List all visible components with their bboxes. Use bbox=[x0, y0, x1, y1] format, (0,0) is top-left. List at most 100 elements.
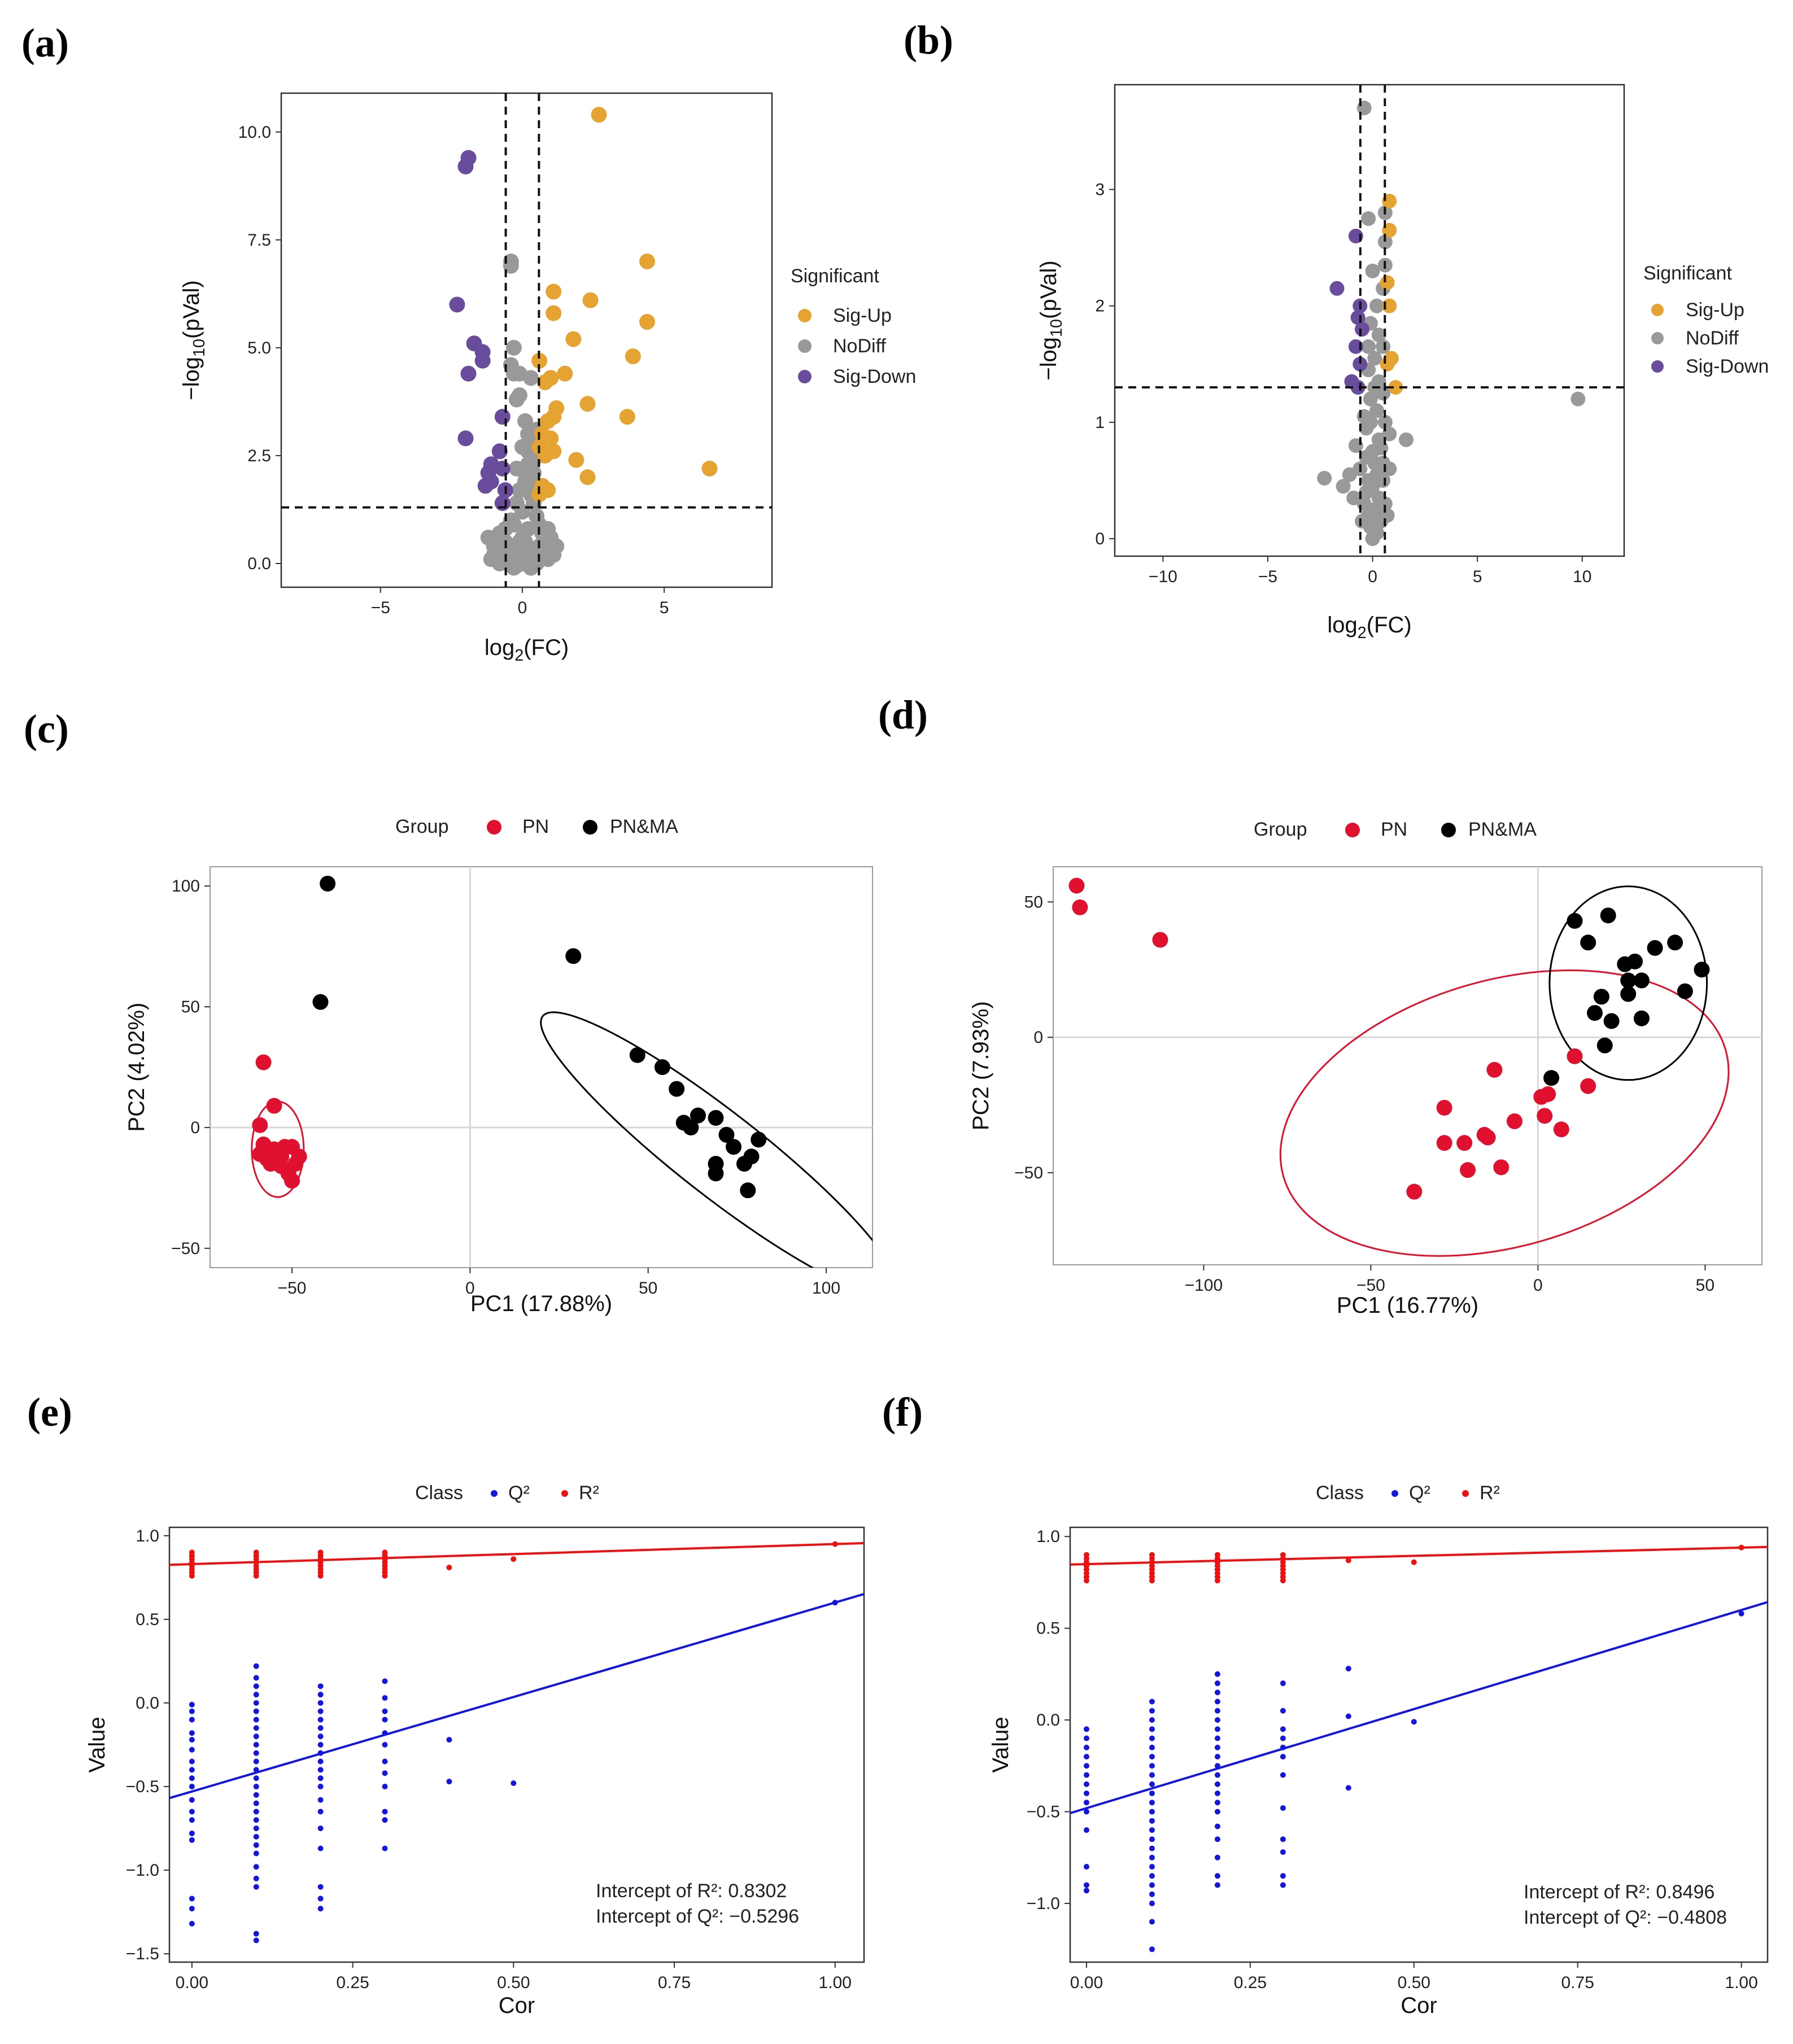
q2-point bbox=[253, 1700, 259, 1706]
point-sig-up bbox=[531, 486, 548, 503]
q2-point bbox=[189, 1920, 195, 1927]
q2-point bbox=[1083, 1864, 1089, 1870]
point-sig-down bbox=[1350, 310, 1366, 325]
point-nodiff bbox=[1342, 467, 1357, 482]
q2-point bbox=[317, 1775, 324, 1781]
q2-point bbox=[253, 1758, 259, 1765]
q2-point bbox=[1149, 1744, 1155, 1750]
point-pnma bbox=[708, 1110, 724, 1126]
point-nodiff bbox=[1356, 101, 1372, 116]
y-tick-label: 0 bbox=[190, 1119, 200, 1137]
point-pn bbox=[1436, 1135, 1452, 1151]
x-tick-label: 0.00 bbox=[1070, 1973, 1103, 1992]
q2-point bbox=[317, 1692, 324, 1698]
legend-title: Group bbox=[395, 816, 449, 837]
q2-point bbox=[253, 1937, 259, 1943]
q2-point bbox=[253, 1850, 259, 1857]
point-pnma bbox=[654, 1059, 670, 1075]
point-nodiff bbox=[523, 370, 539, 386]
point-nodiff bbox=[1377, 234, 1393, 250]
legend-entry: PN bbox=[522, 816, 549, 837]
point-pnma bbox=[1633, 1010, 1650, 1027]
q2-regression-line bbox=[1070, 1601, 1768, 1815]
x-axis-title: log2(FC) bbox=[485, 635, 569, 665]
point-nodiff bbox=[511, 482, 527, 499]
y-tick-label: −1.5 bbox=[126, 1945, 159, 1963]
point-pn bbox=[291, 1148, 307, 1165]
r2-point bbox=[189, 1549, 195, 1556]
intercept-annotation: Intercept of Q²: −0.4808 bbox=[1524, 1907, 1727, 1928]
q2-point bbox=[317, 1884, 324, 1890]
point-pn bbox=[1540, 1086, 1556, 1102]
point-sig-down bbox=[491, 443, 508, 460]
q2-point bbox=[1214, 1707, 1220, 1714]
legend-entry: R² bbox=[1480, 1482, 1500, 1504]
point-nodiff bbox=[1317, 470, 1332, 486]
q2-point bbox=[189, 1717, 195, 1723]
q2-point bbox=[1149, 1698, 1155, 1705]
point-pnma bbox=[1600, 907, 1616, 924]
q2-point bbox=[382, 1770, 388, 1776]
panel-b: (b) −10 −5 0 5 10 0 1 2 3 log2(FC) −log10(pVal) Sign… bbox=[904, 18, 1769, 642]
point-pn bbox=[1406, 1183, 1423, 1200]
point-nodiff bbox=[508, 460, 525, 477]
point-sig-up bbox=[557, 365, 573, 382]
y-tick-label: 2.5 bbox=[247, 447, 271, 465]
confidence-ellipse-pn bbox=[1279, 969, 1730, 1257]
x-tick-label: 0.50 bbox=[1398, 1973, 1430, 1992]
legend-entry: PN bbox=[1381, 819, 1407, 840]
q2-point bbox=[1214, 1735, 1220, 1741]
x-tick-label: −10 bbox=[1149, 567, 1177, 586]
plot-area bbox=[168, 1526, 865, 1963]
legend-key-q2 bbox=[1391, 1490, 1398, 1497]
r2-point bbox=[1280, 1552, 1286, 1558]
legend-title: Significant bbox=[791, 265, 879, 287]
r2-point bbox=[1411, 1559, 1417, 1565]
q2-regression-line bbox=[169, 1593, 864, 1800]
q2-point bbox=[1214, 1854, 1220, 1860]
y-tick-label: 0 bbox=[1033, 1028, 1043, 1047]
r2-point bbox=[317, 1549, 324, 1556]
point-sig-up bbox=[543, 430, 559, 447]
point-nodiff bbox=[503, 257, 519, 274]
q2-point bbox=[189, 1775, 195, 1781]
point-nodiff bbox=[1371, 432, 1386, 447]
q2-point bbox=[1280, 1735, 1286, 1741]
point-pnma bbox=[683, 1119, 699, 1135]
r2-point bbox=[253, 1549, 259, 1556]
plot-area bbox=[210, 866, 873, 1268]
q2-point bbox=[1149, 1946, 1155, 1953]
panel-c: (c) −50 0 50 100 −50 0 50 100 PC1 (17.88%) PC2 (4.… bbox=[24, 706, 873, 1316]
x-tick-label: 0 bbox=[1368, 567, 1377, 586]
point-nodiff bbox=[1377, 414, 1393, 430]
q2-point bbox=[253, 1864, 259, 1870]
q2-point bbox=[253, 1809, 259, 1815]
point-pn bbox=[1456, 1135, 1473, 1151]
q2-point bbox=[1149, 1800, 1155, 1806]
q2-point bbox=[317, 1906, 324, 1912]
panel-e: (e) 0.00 0.25 0.50 0.75 1.00 −1.5 −1.0 −0.5 0.0 0.… bbox=[27, 1390, 865, 2018]
q2-point bbox=[1083, 1809, 1089, 1815]
q2-point bbox=[1411, 1719, 1417, 1725]
point-nodiff bbox=[505, 339, 522, 356]
plot-content bbox=[1070, 1544, 1768, 1953]
point-sig-up bbox=[565, 331, 582, 347]
x-tick-label: −5 bbox=[1258, 567, 1277, 586]
y-axis-title: −log10(pVal) bbox=[1036, 260, 1066, 381]
q2-point bbox=[1149, 1772, 1155, 1778]
q2-point bbox=[1149, 1845, 1155, 1851]
point-nodiff bbox=[1355, 514, 1370, 529]
q2-point bbox=[1149, 1735, 1155, 1741]
q2-point bbox=[253, 1784, 259, 1790]
y-tick-label: 2 bbox=[1095, 297, 1105, 316]
point-sig-up bbox=[1388, 380, 1403, 395]
q2-point bbox=[1214, 1809, 1220, 1815]
point-sig-up bbox=[546, 283, 562, 300]
intercept-annotation: Intercept of R²: 0.8496 bbox=[1524, 1881, 1715, 1903]
point-pn bbox=[1480, 1129, 1496, 1146]
point-pn bbox=[1553, 1121, 1569, 1138]
x-tick-label: 0 bbox=[465, 1279, 475, 1298]
q2-point bbox=[189, 1817, 195, 1823]
q2-point bbox=[189, 1767, 195, 1773]
point-nodiff bbox=[1359, 484, 1374, 500]
